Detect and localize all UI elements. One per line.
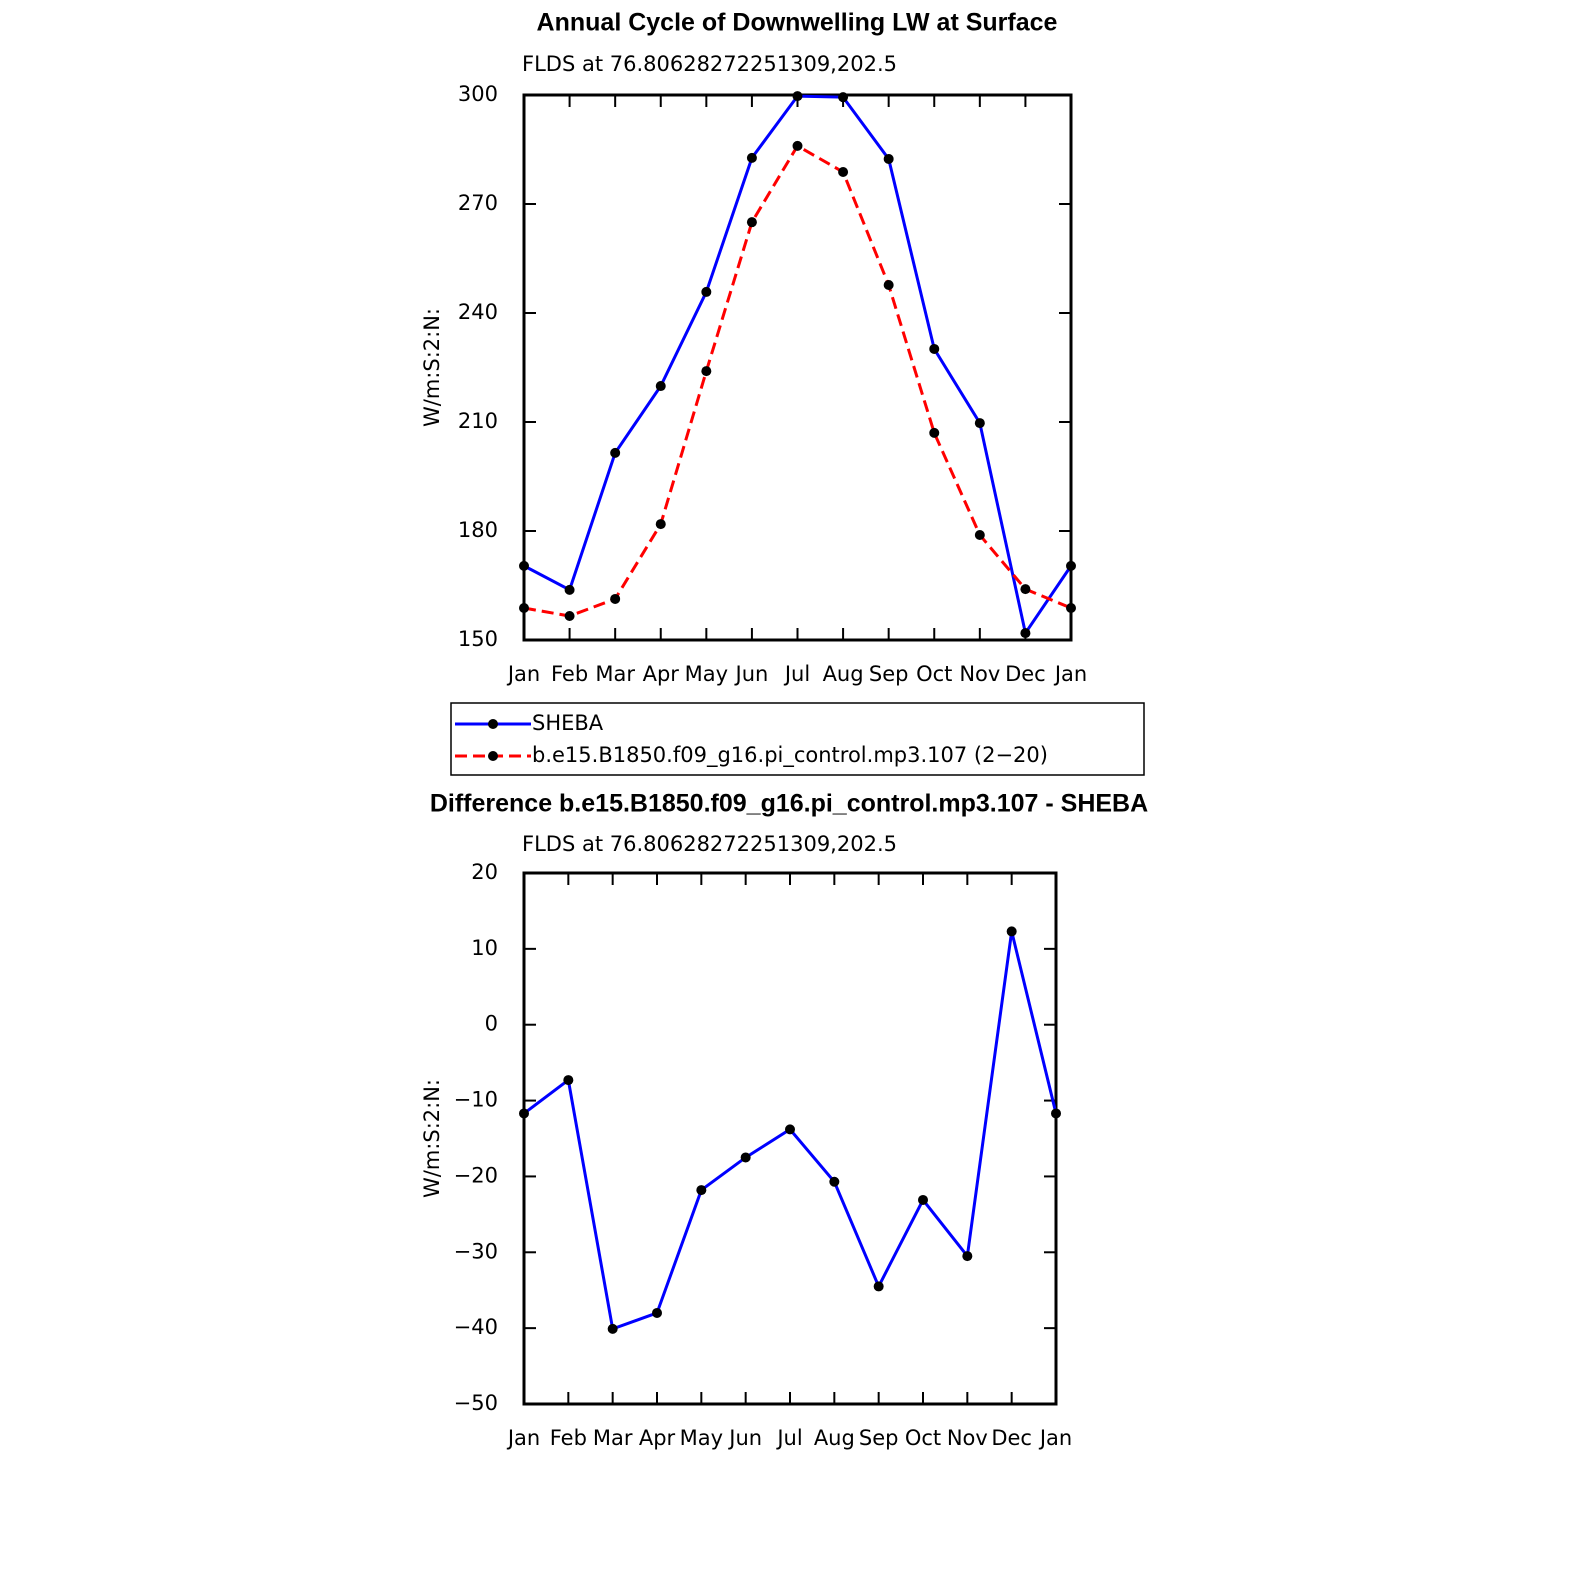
legend-marker bbox=[488, 751, 498, 761]
data-point bbox=[962, 1251, 973, 1262]
data-point bbox=[918, 1194, 928, 1205]
data-point bbox=[1006, 926, 1017, 937]
y-tick-label: 210 bbox=[458, 409, 498, 433]
data-point bbox=[792, 140, 803, 151]
y-tick-label: −40 bbox=[454, 1315, 498, 1339]
data-point bbox=[746, 152, 757, 163]
y-tick-label: −10 bbox=[454, 1088, 498, 1112]
x-tick-label: Dec bbox=[1005, 662, 1046, 686]
x-tick-label: Jan bbox=[506, 1426, 540, 1450]
chart-title: Annual Cycle of Downwelling LW at Surfac… bbox=[537, 9, 1058, 37]
x-tick-label: Nov bbox=[947, 1426, 988, 1450]
x-tick-label: Sep bbox=[859, 1426, 899, 1450]
data-point bbox=[607, 1323, 618, 1334]
data-point bbox=[929, 427, 940, 438]
data-point bbox=[829, 1176, 840, 1187]
x-tick-label: Jun bbox=[727, 1426, 762, 1450]
y-tick-label: 180 bbox=[458, 518, 498, 542]
chart-subtitle: FLDS at 76.80628272251309,202.5 bbox=[522, 52, 897, 76]
x-tick-label: Apr bbox=[643, 662, 680, 686]
data-point bbox=[1020, 584, 1031, 595]
x-tick-label: May bbox=[680, 1426, 723, 1450]
data-point bbox=[696, 1185, 707, 1196]
data-point bbox=[655, 381, 666, 392]
series-line bbox=[523, 143, 1072, 618]
legend-box bbox=[450, 702, 1145, 776]
data-point bbox=[519, 603, 529, 614]
x-tick-label: Oct bbox=[905, 1426, 941, 1450]
data-point bbox=[519, 560, 529, 571]
data-point bbox=[838, 167, 849, 178]
x-tick-label: Oct bbox=[916, 662, 952, 686]
y-tick-label: 270 bbox=[458, 191, 498, 215]
y-tick-label: 240 bbox=[458, 300, 498, 324]
x-tick-label: Mar bbox=[593, 1426, 633, 1450]
series-line bbox=[523, 94, 1073, 637]
plot-frame bbox=[522, 93, 1073, 642]
data-point bbox=[563, 1075, 574, 1086]
x-tick-label: Jan bbox=[1053, 662, 1087, 686]
data-point bbox=[974, 529, 985, 540]
data-point bbox=[610, 593, 621, 604]
data-point bbox=[1020, 628, 1031, 639]
x-tick-label: Feb bbox=[551, 662, 588, 686]
legend-label: b.e15.B1850.f09_g16.pi_control.mp3.107 (… bbox=[532, 743, 1048, 768]
chart-panel: Difference b.e15.B1850.f09_g16.pi_contro… bbox=[420, 790, 1148, 1450]
x-tick-label: Jul bbox=[783, 662, 810, 686]
x-tick-label: Apr bbox=[639, 1426, 676, 1450]
x-tick-label: Jan bbox=[506, 662, 540, 686]
data-point bbox=[929, 343, 940, 354]
data-point bbox=[610, 447, 621, 458]
data-point bbox=[792, 91, 803, 102]
data-point bbox=[519, 1108, 529, 1119]
x-tick-label: Jan bbox=[1038, 1426, 1072, 1450]
x-tick-label: Feb bbox=[550, 1426, 587, 1450]
y-tick-label: 10 bbox=[471, 936, 498, 960]
y-tick-label: 0 bbox=[485, 1012, 498, 1036]
y-tick-label: 150 bbox=[458, 627, 498, 651]
data-point bbox=[1051, 1108, 1061, 1119]
chart-title: Difference b.e15.B1850.f09_g16.pi_contro… bbox=[430, 790, 1148, 818]
data-point bbox=[883, 280, 894, 291]
x-tick-label: May bbox=[685, 662, 728, 686]
data-point bbox=[564, 584, 575, 595]
y-tick-label: −20 bbox=[454, 1163, 498, 1187]
data-point bbox=[740, 1152, 751, 1163]
data-point bbox=[974, 418, 985, 429]
x-tick-label: Dec bbox=[991, 1426, 1032, 1450]
data-point bbox=[746, 217, 757, 228]
x-tick-label: Sep bbox=[869, 662, 909, 686]
y-tick-label: 300 bbox=[458, 82, 498, 106]
data-point bbox=[883, 153, 894, 164]
y-tick-label: 20 bbox=[471, 860, 498, 884]
x-tick-label: Jun bbox=[734, 662, 769, 686]
data-point bbox=[1066, 560, 1076, 571]
x-tick-label: Jul bbox=[775, 1426, 802, 1450]
legend-label: SHEBA bbox=[532, 711, 604, 735]
plot-frame bbox=[522, 871, 1058, 1406]
data-point bbox=[701, 286, 712, 297]
x-tick-label: Aug bbox=[814, 1426, 855, 1450]
data-point bbox=[655, 519, 666, 530]
x-tick-label: Aug bbox=[823, 662, 864, 686]
data-point bbox=[838, 92, 849, 103]
y-axis-label: W/m:S:2:N: bbox=[420, 1079, 444, 1198]
chart-subtitle: FLDS at 76.80628272251309,202.5 bbox=[522, 832, 897, 856]
y-tick-label: −30 bbox=[454, 1239, 498, 1263]
x-tick-label: Nov bbox=[959, 662, 1000, 686]
data-point bbox=[701, 366, 712, 377]
chart-panel: Annual Cycle of Downwelling LW at Surfac… bbox=[420, 9, 1145, 776]
y-tick-label: −50 bbox=[454, 1391, 498, 1415]
data-point bbox=[1066, 603, 1076, 614]
data-point bbox=[785, 1124, 795, 1135]
legend-marker bbox=[488, 719, 498, 729]
data-point bbox=[873, 1281, 884, 1292]
x-tick-label: Mar bbox=[595, 662, 635, 686]
data-point bbox=[652, 1307, 662, 1318]
data-point bbox=[564, 611, 575, 622]
y-axis-label: W/m:S:2:N: bbox=[420, 308, 444, 427]
